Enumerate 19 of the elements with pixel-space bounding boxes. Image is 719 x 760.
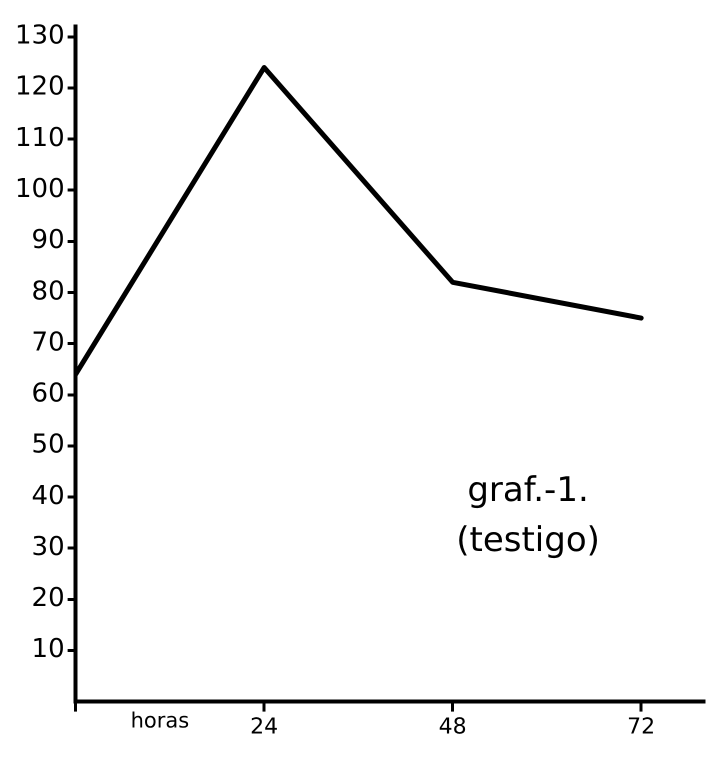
y-tick-label: 20 <box>32 583 65 614</box>
x-axis-title: horas <box>130 708 190 733</box>
y-tick-label: 90 <box>32 225 65 256</box>
y-tick-label: 60 <box>32 378 65 409</box>
y-tick-label: 130 <box>14 20 65 51</box>
y-tick-label: 100 <box>14 174 65 204</box>
x-tick-label: 24 <box>250 714 278 740</box>
y-tick-label: 80 <box>32 276 65 306</box>
x-tick-label: 48 <box>438 714 467 740</box>
y-tick-label: 70 <box>32 327 65 358</box>
y-tick-label: 120 <box>14 72 65 102</box>
annotation: (testigo) <box>456 520 600 560</box>
y-tick-label: 40 <box>32 480 65 511</box>
y-tick-label: 50 <box>32 430 65 460</box>
y-tick-label: 10 <box>32 634 65 664</box>
annotation: graf.-1. <box>467 470 589 510</box>
x-tick-label: 72 <box>627 714 656 740</box>
y-tick-label: 30 <box>32 532 65 562</box>
y-tick-label: 110 <box>14 122 65 153</box>
